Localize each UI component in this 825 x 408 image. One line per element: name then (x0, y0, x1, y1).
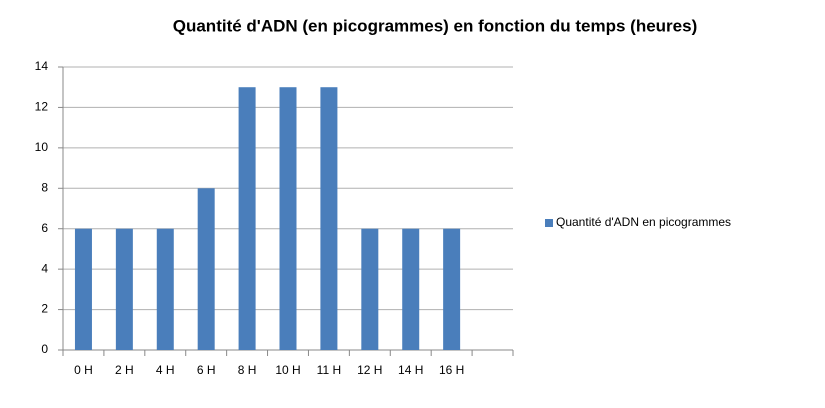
y-tick-label: 10 (35, 140, 49, 154)
bar (443, 228, 461, 350)
x-tick-label: 14 H (398, 363, 423, 377)
x-tick-label: 6 H (197, 363, 216, 377)
bar (156, 228, 174, 350)
x-tick-label: 8 H (238, 363, 257, 377)
bar (197, 188, 215, 350)
x-tick-label: 12 H (357, 363, 382, 377)
x-tick-label: 16 H (439, 363, 464, 377)
bar (238, 87, 256, 350)
y-tick-label: 14 (35, 59, 49, 73)
bar (74, 228, 92, 350)
y-tick-label: 2 (41, 302, 48, 316)
y-tick-label: 12 (35, 100, 49, 114)
y-tick-label: 4 (41, 261, 48, 275)
bar (115, 228, 133, 350)
legend-swatch (545, 219, 553, 227)
y-tick-label: 6 (41, 221, 48, 235)
bar (320, 87, 338, 350)
x-tick-label: 0 H (74, 363, 93, 377)
bar (361, 228, 379, 350)
x-tick-label: 10 H (275, 363, 300, 377)
y-tick-label: 8 (41, 180, 48, 194)
legend-label: Quantité d'ADN en picogrammes (556, 215, 731, 229)
bar (402, 228, 420, 350)
y-tick-label: 0 (41, 342, 48, 356)
x-tick-label: 11 H (317, 363, 341, 377)
bar (279, 87, 297, 350)
x-tick-label: 2 H (115, 363, 134, 377)
chart-title: Quantité d'ADN (en picogrammes) en fonct… (173, 16, 697, 35)
x-tick-label: 4 H (156, 363, 175, 377)
